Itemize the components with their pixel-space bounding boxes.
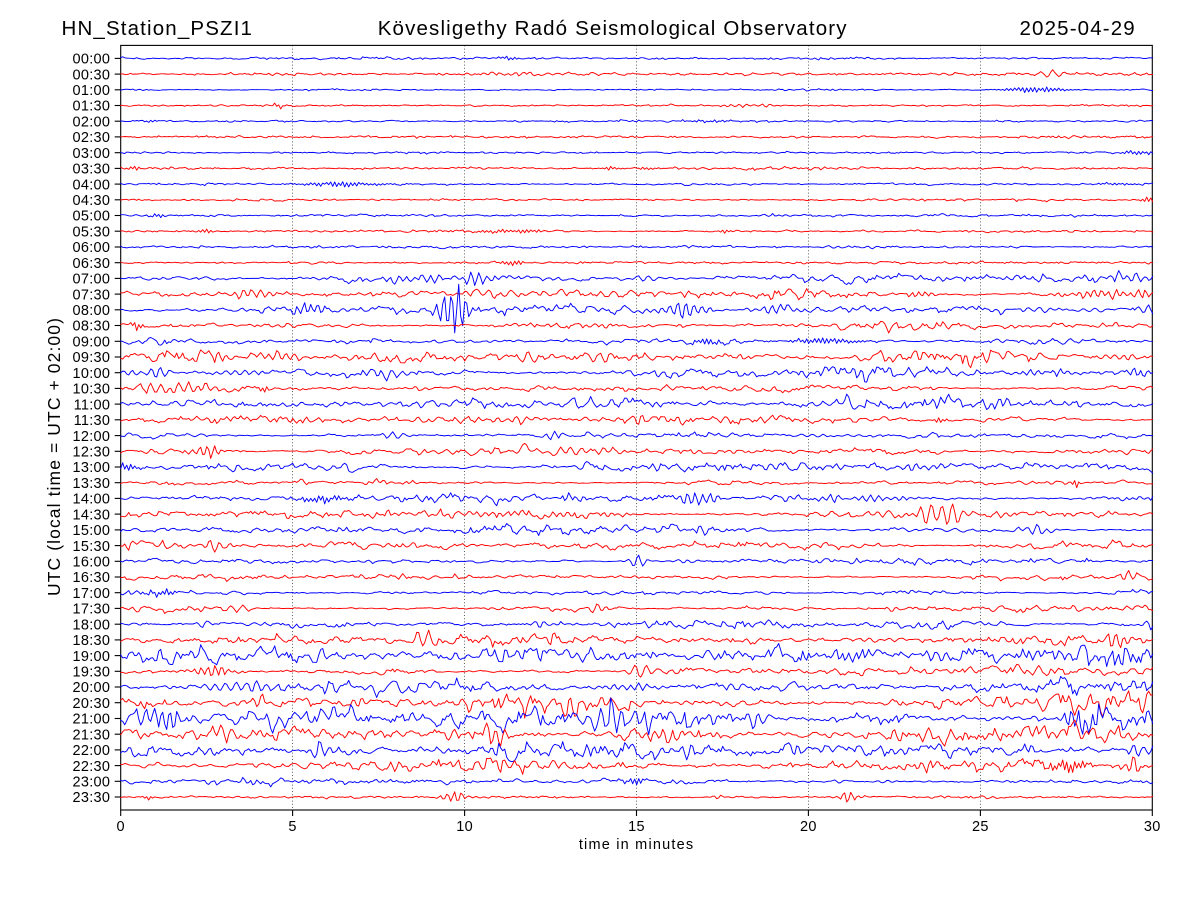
svg-text:16:00: 16:00 bbox=[73, 555, 111, 571]
svg-text:23:30: 23:30 bbox=[73, 790, 111, 806]
svg-text:17:30: 17:30 bbox=[73, 602, 111, 618]
svg-text:14:30: 14:30 bbox=[73, 507, 111, 523]
svg-text:00:30: 00:30 bbox=[73, 67, 111, 83]
svg-text:17:00: 17:00 bbox=[73, 586, 111, 602]
svg-text:18:00: 18:00 bbox=[73, 617, 111, 633]
svg-text:14:00: 14:00 bbox=[73, 492, 111, 508]
svg-text:15: 15 bbox=[628, 819, 645, 835]
svg-text:09:30: 09:30 bbox=[73, 350, 111, 366]
svg-text:UTC (local time = UTC + 02:00): UTC (local time = UTC + 02:00) bbox=[44, 317, 64, 596]
svg-text:time in minutes: time in minutes bbox=[579, 837, 695, 853]
svg-text:5: 5 bbox=[288, 819, 296, 835]
svg-text:20:00: 20:00 bbox=[73, 680, 111, 696]
svg-text:0: 0 bbox=[117, 819, 125, 835]
svg-text:06:30: 06:30 bbox=[73, 256, 111, 272]
svg-text:03:30: 03:30 bbox=[73, 162, 111, 178]
svg-text:09:00: 09:00 bbox=[73, 335, 111, 351]
svg-text:04:30: 04:30 bbox=[73, 193, 111, 209]
svg-text:07:00: 07:00 bbox=[73, 272, 111, 288]
svg-text:07:30: 07:30 bbox=[73, 287, 111, 303]
svg-text:06:00: 06:00 bbox=[73, 240, 111, 256]
svg-text:18:30: 18:30 bbox=[73, 633, 111, 649]
svg-text:01:00: 01:00 bbox=[73, 83, 111, 99]
svg-text:HN_Station_PSZI1: HN_Station_PSZI1 bbox=[62, 17, 254, 40]
svg-text:22:30: 22:30 bbox=[73, 759, 111, 775]
svg-text:11:30: 11:30 bbox=[74, 413, 111, 429]
svg-text:00:00: 00:00 bbox=[73, 52, 111, 68]
svg-text:16:30: 16:30 bbox=[73, 570, 111, 586]
svg-text:12:30: 12:30 bbox=[73, 445, 111, 461]
svg-text:30: 30 bbox=[1144, 819, 1161, 835]
svg-text:23:00: 23:00 bbox=[73, 775, 111, 791]
svg-text:15:30: 15:30 bbox=[73, 539, 111, 555]
svg-text:2025-04-29: 2025-04-29 bbox=[1020, 17, 1136, 40]
svg-text:04:00: 04:00 bbox=[73, 177, 111, 193]
svg-text:02:30: 02:30 bbox=[73, 130, 111, 146]
svg-text:05:30: 05:30 bbox=[73, 224, 111, 240]
svg-text:Kövesligethy Radó Seismologica: Kövesligethy Radó Seismological Observat… bbox=[378, 17, 848, 40]
svg-text:10:00: 10:00 bbox=[73, 366, 111, 382]
svg-text:10:30: 10:30 bbox=[73, 382, 111, 398]
svg-text:21:00: 21:00 bbox=[73, 712, 111, 728]
svg-text:12:00: 12:00 bbox=[73, 429, 111, 445]
svg-text:20: 20 bbox=[800, 819, 817, 835]
svg-text:08:00: 08:00 bbox=[73, 303, 111, 319]
svg-text:08:30: 08:30 bbox=[73, 319, 111, 335]
svg-text:22:00: 22:00 bbox=[73, 743, 111, 759]
svg-text:15:00: 15:00 bbox=[73, 523, 111, 539]
svg-text:03:00: 03:00 bbox=[73, 146, 111, 162]
svg-text:19:00: 19:00 bbox=[73, 649, 111, 665]
svg-text:10: 10 bbox=[456, 819, 473, 835]
svg-text:05:00: 05:00 bbox=[73, 209, 111, 225]
svg-text:13:00: 13:00 bbox=[73, 460, 111, 476]
svg-text:20:30: 20:30 bbox=[73, 696, 111, 712]
svg-text:21:30: 21:30 bbox=[73, 727, 111, 743]
svg-text:01:30: 01:30 bbox=[73, 99, 111, 115]
svg-text:25: 25 bbox=[972, 819, 989, 835]
svg-text:13:30: 13:30 bbox=[73, 476, 111, 492]
svg-text:19:30: 19:30 bbox=[73, 665, 111, 681]
svg-text:02:00: 02:00 bbox=[73, 114, 111, 130]
svg-text:11:00: 11:00 bbox=[74, 397, 111, 413]
